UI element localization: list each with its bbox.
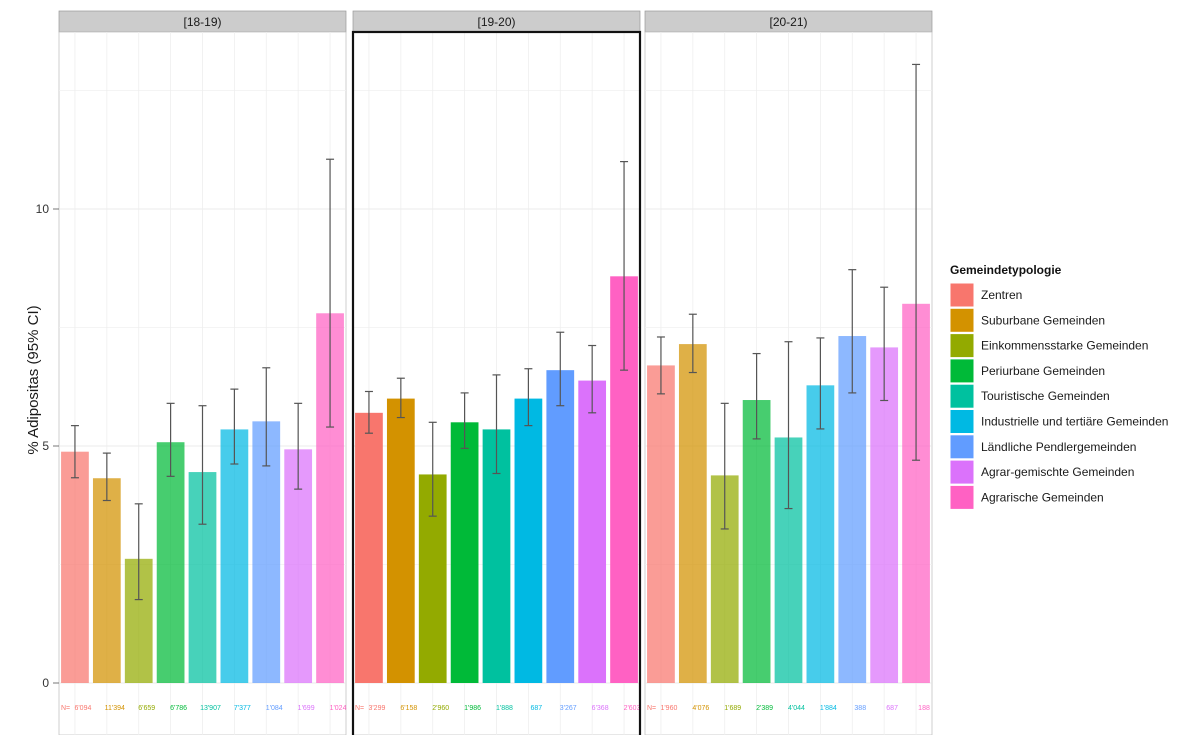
bar-8 (578, 380, 607, 683)
facet-strip-label: [19-20) (477, 15, 515, 29)
sample-size-label: 3'267 (560, 705, 577, 712)
sample-size-label: 3'299 (368, 705, 385, 712)
bar-1 (61, 451, 89, 683)
legend-swatch (949, 358, 975, 384)
sample-size-label: N= (647, 705, 656, 712)
legend-label: Agrarische Gemeinden (981, 490, 1104, 504)
bar-7 (546, 370, 575, 683)
sample-size-label: 6'158 (400, 705, 417, 712)
bar-4 (742, 400, 771, 683)
sample-size-label: 1'689 (724, 705, 741, 712)
facet-panel-1: [18-19) N= 6'094 11'394 6'659 6'786 13'907 7'37… (58, 10, 347, 735)
sample-size-label: 7'377 (234, 705, 251, 712)
bar-8 (870, 347, 899, 683)
sample-size-label: 687 (886, 705, 898, 712)
sample-size-label: 2'960 (432, 705, 449, 712)
sample-size-label: 1'884 (820, 705, 837, 712)
sample-size-label: 1'960 (660, 705, 677, 712)
facet-panel-2: [19-20) N= 3'299 6'158 2'960 1'986 1'888 687 3'2… (351, 10, 642, 735)
highlight-frame (351, 30, 642, 735)
sample-size-label: N= (355, 705, 364, 712)
sample-size-label: 1'699 (298, 705, 315, 712)
bar-6 (806, 385, 835, 683)
facet-strip-label: [20-21) (769, 15, 807, 29)
sample-size-label: 6'368 (592, 705, 609, 712)
sample-size-label: 11'394 (105, 705, 125, 712)
legend-swatch (949, 459, 975, 485)
sample-size-label: 388 (854, 705, 866, 712)
bar-2 (386, 398, 415, 683)
sample-size-label: 1'986 (464, 705, 481, 712)
legend-label: Zentren (981, 288, 1022, 302)
sample-size-label: 6'094 (74, 705, 91, 712)
bar-1 (647, 365, 675, 683)
legend-label: Touristische Gemeinden (981, 389, 1110, 403)
legend-label: Einkommensstarke Gemeinden (981, 339, 1148, 353)
sample-size-label: 2'389 (756, 705, 773, 712)
legend-label: Industrielle und tertiäre Gemeinden (981, 415, 1168, 429)
legend-swatch (949, 282, 975, 308)
legend-label: Suburbane Gemeinden (981, 313, 1105, 327)
y-axis: 0 5 10 (36, 202, 59, 690)
bar-2 (92, 478, 121, 683)
sample-size-label: 188 (918, 705, 930, 712)
bar-1 (355, 412, 383, 683)
legend-swatch (949, 409, 975, 434)
bar-2 (678, 344, 707, 683)
sample-size-label: 6'786 (170, 705, 187, 712)
sample-size-label: 1'024 (330, 705, 347, 712)
legend-title: Gemeindetypologie (950, 263, 1062, 277)
bar-7 (838, 336, 867, 683)
legend-label: Periurbane Gemeinden (981, 364, 1105, 378)
facet-strip-label: [18-19) (183, 15, 221, 29)
sample-size-label: 1'084 (266, 705, 283, 712)
y-axis-title: % Adipositas (95% CI) (25, 305, 42, 454)
sample-size-label: 2'603 (624, 705, 641, 712)
facet-panels: [18-19) N= 6'094 11'394 6'659 6'786 13'907 7'37… (58, 10, 933, 735)
bar-4 (450, 422, 479, 683)
sample-size-label: 13'907 (200, 705, 221, 712)
legend-label: Ländliche Pendlergemeinden (981, 440, 1136, 454)
bar-4 (156, 442, 185, 683)
bar-6 (514, 398, 543, 683)
legend-swatch (949, 434, 975, 460)
sample-size-label: 4'044 (788, 705, 805, 712)
sample-size-label: N= (61, 705, 70, 712)
legend-swatch (949, 484, 975, 510)
sample-size-label: 687 (531, 705, 543, 712)
legend-swatch (949, 307, 975, 333)
sample-size-label: 6'659 (138, 705, 155, 712)
facet-panel-3: [20-21) N= 1'960 4'076 1'689 2'389 4'044 1'884 3… (644, 10, 933, 735)
sample-size-label: 4'076 (692, 705, 709, 712)
y-tick-label: 0 (42, 676, 49, 690)
legend-swatch (949, 383, 975, 409)
y-tick-label: 5 (42, 439, 49, 453)
bar-6 (220, 429, 249, 683)
legend-swatch (949, 333, 975, 359)
y-tick-label: 10 (36, 202, 50, 216)
legend: Gemeindetypologie Zentren Suburbane Gemei… (949, 263, 1168, 510)
sample-size-label: 1'888 (496, 705, 513, 712)
legend-label: Agrar-gemischte Gemeinden (981, 465, 1134, 479)
